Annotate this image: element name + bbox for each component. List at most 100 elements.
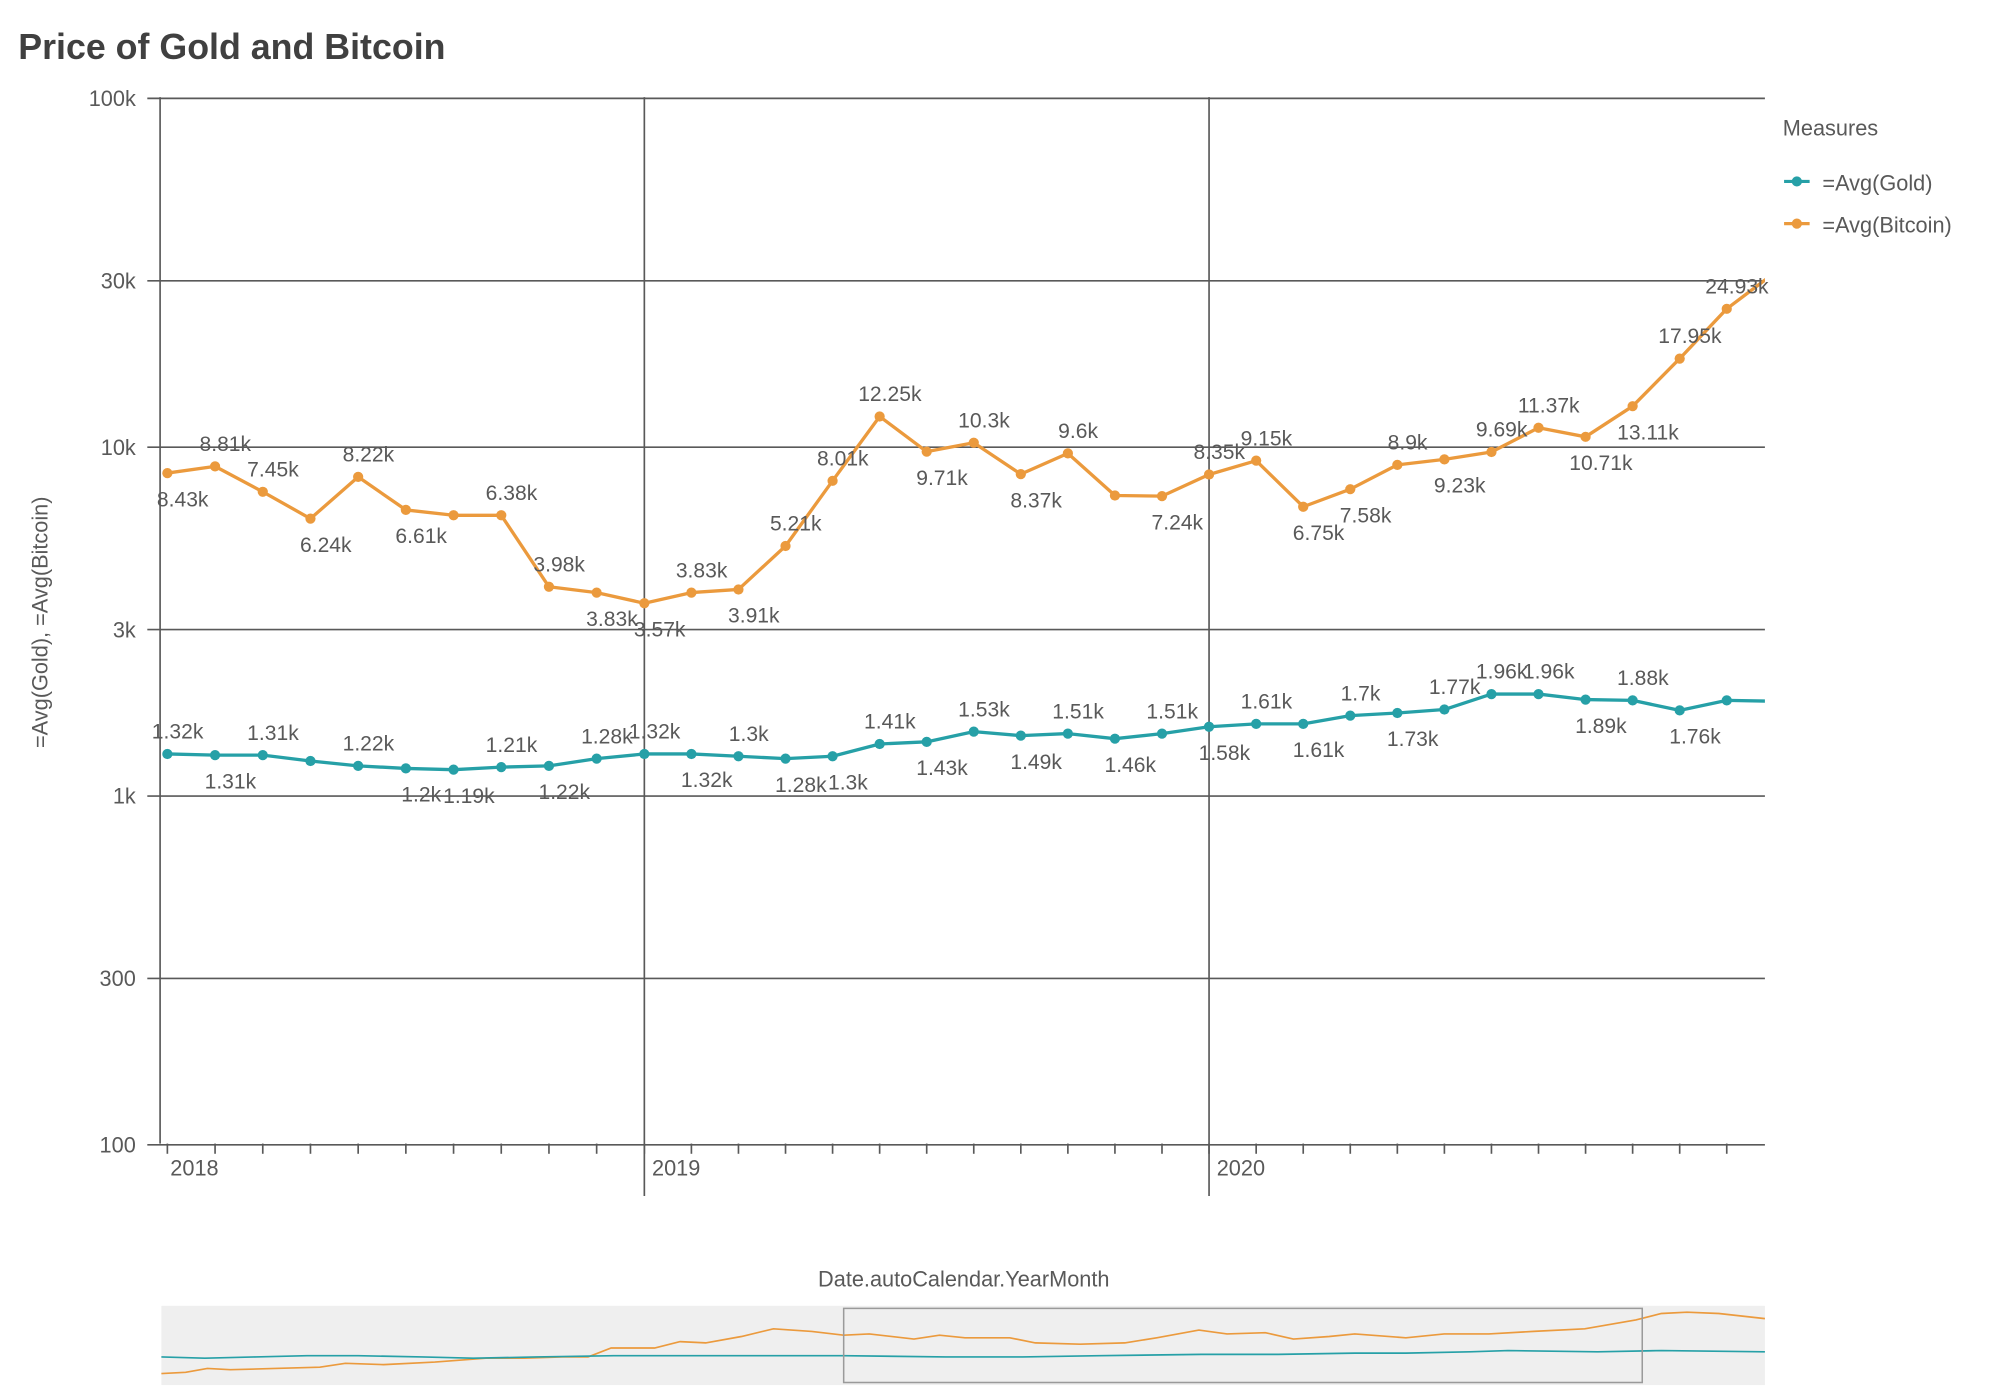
legend-item-gold[interactable]: =Avg(Gold) [1784, 170, 1932, 195]
data-point[interactable] [400, 763, 411, 774]
data-label: 1.19k [443, 785, 495, 808]
data-point[interactable] [353, 471, 364, 483]
navigator-selection-handle[interactable] [842, 1307, 1644, 1384]
legend-item-bitcoin[interactable]: =Avg(Bitcoin) [1784, 213, 1952, 238]
data-point[interactable] [1439, 704, 1450, 715]
data-point[interactable] [874, 411, 885, 422]
data-point[interactable] [1062, 448, 1073, 459]
data-point[interactable] [1251, 718, 1262, 729]
data-label: 1.32k [629, 721, 681, 744]
data-point[interactable] [591, 587, 602, 598]
data-label: 11.37k [1518, 394, 1580, 417]
data-point[interactable] [448, 764, 459, 775]
data-label: 10.3k [958, 409, 1010, 432]
data-point[interactable] [591, 753, 602, 764]
data-point[interactable] [1533, 422, 1544, 433]
data-label: 1.46k [1104, 754, 1156, 777]
data-point[interactable] [921, 736, 932, 747]
data-point[interactable] [209, 750, 221, 761]
data-point[interactable] [1109, 733, 1121, 744]
data-point[interactable] [1392, 707, 1403, 719]
data-point[interactable] [1533, 688, 1544, 700]
data-point[interactable] [1721, 695, 1732, 706]
data-point[interactable] [1627, 695, 1638, 706]
data-point[interactable] [1156, 491, 1168, 502]
data-point[interactable] [400, 504, 411, 516]
data-point[interactable] [496, 510, 507, 521]
data-label: 1.76k [1669, 726, 1721, 749]
data-point[interactable] [1486, 446, 1497, 458]
data-point[interactable] [733, 584, 744, 595]
data-point[interactable] [968, 437, 979, 448]
data-point[interactable] [305, 755, 316, 767]
data-point[interactable] [448, 510, 459, 521]
data-point[interactable] [1203, 469, 1215, 480]
legend-bitcoin-marker-icon [1791, 218, 1802, 229]
navigator-bitcoin-line [161, 1311, 1766, 1375]
data-point[interactable] [733, 751, 744, 762]
data-point[interactable] [1298, 718, 1309, 729]
data-label: 24.93k [1705, 275, 1769, 298]
data-point[interactable] [1627, 401, 1638, 412]
data-point[interactable] [686, 587, 697, 598]
data-point[interactable] [1156, 728, 1168, 739]
data-point[interactable] [1486, 688, 1497, 700]
data-point[interactable] [543, 760, 555, 772]
legend-bitcoin-label: =Avg(Bitcoin) [1822, 213, 1951, 238]
data-point[interactable] [1580, 431, 1591, 442]
data-label: 8.22k [343, 444, 395, 467]
legend-gold-marker-icon [1791, 176, 1802, 187]
data-point[interactable] [827, 475, 838, 486]
data-point[interactable] [1392, 459, 1403, 470]
data-point[interactable] [780, 753, 791, 764]
data-point[interactable] [353, 760, 364, 772]
data-point[interactable] [1721, 303, 1732, 314]
series-line-bitcoin[interactable] [167, 273, 1773, 605]
data-label: 1.77k [1429, 676, 1481, 699]
data-point[interactable] [639, 598, 650, 609]
data-point[interactable] [921, 446, 932, 457]
data-label: 3.83k [586, 608, 638, 631]
data-label: 5.21k [770, 513, 822, 536]
data-point[interactable] [968, 726, 979, 737]
data-point[interactable] [780, 540, 791, 552]
x-axis: 2018 2019 2020 [166, 1143, 1728, 1181]
data-label: 1.96k [1523, 661, 1575, 684]
y-axis: 100 300 1k 3k 10k 30k 100k [89, 86, 136, 1157]
data-point[interactable] [1345, 484, 1356, 495]
data-point[interactable] [874, 738, 885, 750]
data-point[interactable] [1298, 501, 1309, 512]
data-label: 1.49k [1010, 751, 1062, 774]
y-axis-title: =Avg(Gold), =Avg(Bitcoin) [28, 497, 53, 749]
data-point[interactable] [1674, 705, 1685, 716]
data-label: 9.69k [1476, 419, 1528, 442]
y-tick-label: 3k [113, 617, 136, 642]
data-point[interactable] [162, 467, 173, 479]
data-point[interactable] [257, 486, 268, 497]
data-point[interactable] [1062, 728, 1073, 739]
data-point[interactable] [496, 762, 507, 773]
data-label: 9.15k [1241, 427, 1293, 450]
data-point[interactable] [1015, 730, 1026, 741]
data-point[interactable] [1251, 455, 1262, 466]
data-point[interactable] [1109, 490, 1121, 501]
data-point[interactable] [639, 748, 650, 760]
data-point[interactable] [1674, 353, 1685, 364]
data-point[interactable] [1203, 721, 1215, 732]
data-point[interactable] [543, 581, 555, 592]
data-label: 3.91k [728, 605, 780, 628]
data-point[interactable] [827, 751, 838, 762]
data-point[interactable] [1580, 694, 1591, 705]
data-point[interactable] [257, 750, 268, 761]
data-point[interactable] [1439, 454, 1450, 465]
data-point[interactable] [209, 461, 221, 472]
data-point[interactable] [1015, 469, 1026, 480]
data-point[interactable] [305, 513, 316, 524]
data-point[interactable] [162, 748, 173, 760]
plot-area[interactable] [162, 273, 1774, 775]
data-point[interactable] [686, 748, 697, 760]
data-label: 1.22k [343, 733, 395, 756]
data-point[interactable] [1345, 710, 1356, 721]
range-navigator[interactable] [161, 1305, 1766, 1386]
y-tick-label: 10k [101, 435, 136, 460]
